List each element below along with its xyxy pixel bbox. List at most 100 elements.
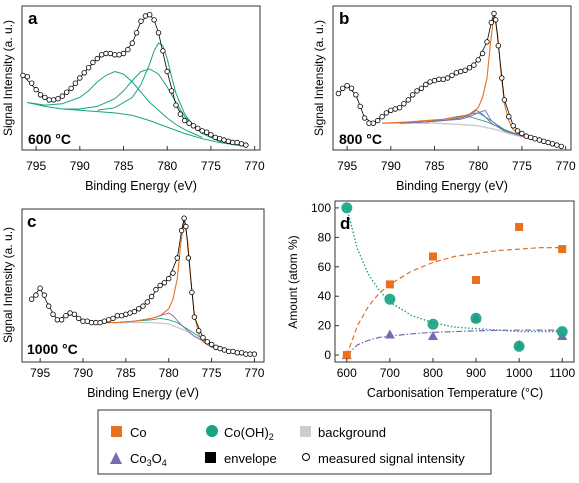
panel-c-x-ticks: 795 790 785 780 775 770 — [30, 358, 265, 380]
panel-c-measured-point — [58, 317, 65, 323]
panel-b-measured-point — [554, 142, 560, 148]
panel-a-measured-point — [129, 40, 135, 46]
panel-a-measured-point — [155, 30, 162, 36]
panel-c-measured-point — [140, 303, 146, 309]
panel-c-measured-point — [50, 311, 56, 317]
panel-a-measured-point — [221, 137, 227, 143]
panel-b-measured-point — [549, 141, 556, 147]
panel-a-fit-component-line — [97, 42, 238, 146]
panel-d-coh-point — [556, 326, 568, 338]
panel-a-measured-point — [142, 13, 149, 19]
panel-c-label: c — [27, 212, 36, 231]
panel-a-measured-point — [77, 75, 83, 81]
panel-a-measured-point — [116, 52, 122, 58]
legend-co3o4-swatch — [110, 452, 122, 464]
panel-d-co-point — [385, 280, 394, 289]
panel-a-measured-point — [133, 30, 140, 36]
panel-b-measured-point — [453, 70, 460, 76]
panel-d-y-axis-label: Amount (atom %) — [286, 235, 300, 328]
panel-b-measured-point — [479, 50, 486, 57]
panel-c-measured-point — [204, 339, 210, 345]
panel-a-measured-point — [42, 94, 48, 101]
panel-a-measured-point — [186, 120, 192, 126]
panel-c-measured-point — [174, 255, 180, 261]
panel-b-background-line — [382, 122, 558, 146]
panel-b-measured-point — [510, 123, 516, 129]
panel-c-frame — [21, 208, 265, 363]
panel-a-measured-point — [29, 80, 35, 86]
panel-a-measured-point — [68, 85, 74, 91]
panel-d-co-point — [342, 351, 351, 360]
panel-b-measured-point — [436, 76, 442, 82]
panel-b-measured-point — [462, 67, 468, 73]
panel-c-measured-point — [144, 299, 150, 305]
panel-c-measured-point — [37, 285, 43, 291]
panel-b-measured-point — [344, 82, 350, 89]
panel-c-measured-point — [153, 286, 159, 293]
panel-d-y-tick-label: 60 — [318, 260, 332, 274]
panel-b-x-axis-label: Binding Energy (eV) — [396, 179, 508, 193]
legend-co-swatch — [111, 426, 122, 437]
panel-d-label: d — [340, 214, 350, 233]
panel-b-measured-point — [499, 75, 505, 81]
panel-d-coh-point — [513, 340, 525, 352]
panel-c-measured-point — [238, 350, 245, 356]
panel-a-measured-point — [90, 59, 96, 66]
panel-b-measured-point — [396, 104, 403, 111]
panel-a-measured-point — [50, 97, 57, 103]
panel-b-measured-point — [536, 137, 543, 143]
panel-c-measured-point — [178, 227, 185, 234]
panel-a-measured-point — [146, 11, 153, 18]
panel-b-measured-point — [519, 130, 525, 137]
panel-d-co-point — [472, 276, 480, 284]
panel-a-measured-point — [190, 123, 197, 129]
panel-c-x-tick-label: 790 — [73, 366, 93, 380]
panel-c-x-axis-label: Binding Energy (eV) — [87, 386, 199, 400]
panel-a-measured-point — [63, 89, 70, 95]
panel-c-measured-point — [181, 215, 187, 221]
legend-background-label: background — [318, 425, 386, 440]
panel-a-x-axis-label: Binding Energy (eV) — [85, 179, 197, 193]
panel-c-measured-point — [67, 310, 73, 316]
panel-c-measured-point — [251, 351, 258, 357]
panel-d-co3o4-point — [384, 329, 395, 339]
panel-b-measured-point — [370, 120, 376, 126]
panel-b-measured-point — [375, 117, 381, 124]
panel-b-measured-point — [340, 85, 346, 91]
panel-b-y-axis-label: Signal Intensity (a. u.) — [312, 20, 326, 136]
panel-d-x-tick-label: 900 — [466, 366, 486, 380]
panel-d-x-tick-label: 700 — [380, 366, 400, 380]
panel-b-measured-point — [449, 72, 455, 79]
panel-b: 795 790 785 780 775 770 b 800 °C Binding Ener… — [312, 5, 576, 193]
panel-c-measured-point — [75, 315, 82, 322]
legend-frame — [97, 409, 492, 475]
panel-c-x-tick-label: 770 — [244, 366, 264, 380]
panel-b-measured-point — [493, 17, 499, 23]
panel-a-measured-point — [208, 132, 214, 138]
panel-b-x-tick-label: 790 — [381, 159, 401, 173]
panel-c-measured-point — [135, 306, 142, 312]
panel-a-measured-point — [173, 102, 179, 108]
panel-b-x-ticks: 795 790 785 780 775 770 — [337, 146, 576, 173]
panel-b-measured-point — [458, 68, 464, 75]
panel-a-x-ticks: 795 790 785 780 775 770 — [26, 146, 265, 173]
panel-b-measured-point — [528, 134, 534, 141]
panel-a-measured-point — [24, 73, 31, 80]
panel-b-measured-point — [383, 110, 390, 116]
panel-a-measured-point — [151, 17, 157, 23]
panel-b-measured-point — [558, 143, 564, 150]
panel-a-measured-point — [59, 93, 65, 99]
legend-co3o4-label: Co3O4 — [130, 451, 167, 468]
panel-a-measured-point — [20, 72, 26, 79]
panel-b-frame — [332, 5, 572, 151]
panel-a-measured-point — [216, 135, 223, 142]
panel-d-x-axis-label: Carbonisation Temperature (°C) — [367, 386, 543, 400]
panel-a-fit-component-line — [62, 68, 220, 142]
legend-measured-swatch — [302, 453, 310, 461]
panel-c-plot-area — [28, 215, 258, 357]
panel-a-measured-point — [168, 88, 175, 94]
panel-a-measured-point — [160, 48, 166, 54]
panel-d-x-tick-label: 800 — [423, 366, 443, 380]
panel-a-measured-point — [138, 18, 144, 24]
